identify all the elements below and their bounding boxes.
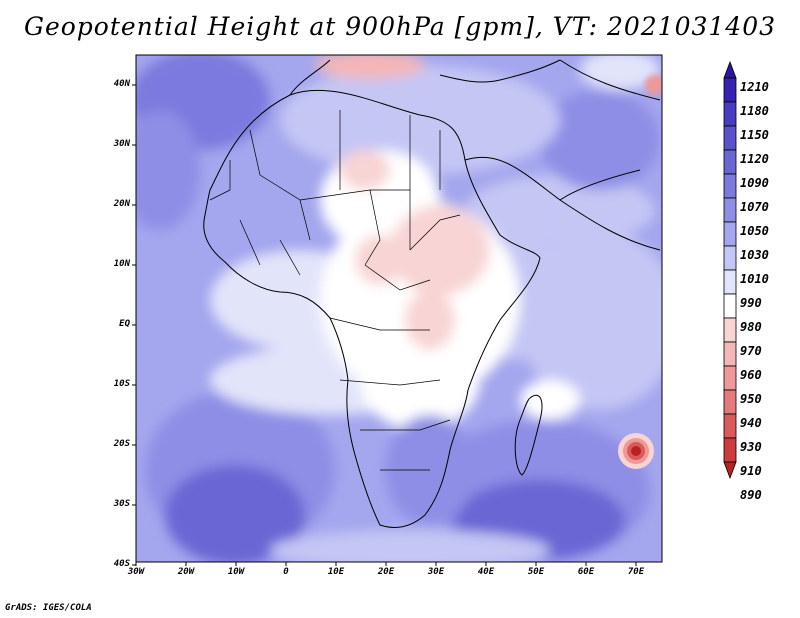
- colorbar-label: 960: [740, 368, 762, 382]
- colorbar-label: 1090: [740, 176, 769, 190]
- colorbar-label: 1050: [740, 224, 769, 238]
- colorbar-swatch: [723, 413, 737, 439]
- coastlines: [203, 59, 661, 528]
- lat-label: 40S: [113, 559, 130, 569]
- colorbar-label: 1210: [740, 80, 769, 94]
- colorbar-label: 1150: [740, 128, 769, 142]
- lon-label: 30W: [127, 567, 145, 577]
- colorbar-swatch: [723, 149, 737, 175]
- colorbar-label: 910: [740, 464, 762, 478]
- lat-label: 30N: [113, 139, 130, 149]
- credit-text: GrADS: IGES/COLA: [5, 603, 92, 613]
- lat-label: 40N: [113, 79, 130, 89]
- colorbar-swatch: [723, 245, 737, 271]
- colorbar-swatch: [723, 221, 737, 247]
- colorbar-swatch: [723, 173, 737, 199]
- colorbar-label: 1070: [740, 200, 769, 214]
- axis-ticks: [132, 84, 637, 566]
- colorbar-swatch: [723, 389, 737, 415]
- lon-label: 50E: [527, 567, 545, 577]
- colorbar-swatch: [723, 77, 737, 103]
- colorbar-swatch: [723, 293, 737, 319]
- lon-label: 40E: [477, 567, 495, 577]
- lon-label: 10E: [327, 567, 345, 577]
- chart-title: Geopotential Height at 900hPa [gpm], VT:…: [23, 12, 777, 41]
- colorbar-bottom-arrow: [723, 461, 737, 480]
- colorbar-label: 930: [740, 440, 762, 454]
- lat-label: 20N: [113, 199, 130, 209]
- geopotential-field: [136, 55, 662, 562]
- low-center: [618, 433, 654, 469]
- colorbar-swatch: [723, 125, 737, 151]
- colorbar-label: 970: [740, 344, 762, 358]
- lat-label: 30S: [113, 499, 130, 509]
- lon-label: 20E: [377, 567, 395, 577]
- lon-label: 70E: [627, 567, 645, 577]
- colorbar-label: 1180: [740, 104, 769, 118]
- lon-label: 10W: [227, 567, 245, 577]
- colorbar-swatch: [723, 101, 737, 127]
- borders: [209, 110, 461, 471]
- colorbar-label: 940: [740, 416, 762, 430]
- colorbar-swatch: [723, 365, 737, 391]
- lat-label: EQ: [119, 319, 130, 329]
- colorbar-swatch: [723, 341, 737, 367]
- colorbar: [723, 60, 737, 480]
- colorbar-swatch: [723, 197, 737, 223]
- lon-label: 60E: [577, 567, 595, 577]
- colorbar-swatch: [723, 317, 737, 343]
- colorbar-label: 1010: [740, 272, 769, 286]
- colorbar-top-arrow: [723, 60, 737, 79]
- lon-label: 20W: [177, 567, 195, 577]
- lat-label: 20S: [113, 439, 130, 449]
- lon-label: 30E: [427, 567, 445, 577]
- colorbar-swatch: [723, 437, 737, 463]
- colorbar-label: 980: [740, 320, 762, 334]
- lon-label: 0: [283, 567, 289, 577]
- colorbar-label: 1030: [740, 248, 769, 262]
- colorbar-swatch: [723, 269, 737, 295]
- map-frame: [135, 54, 663, 563]
- colorbar-label: 990: [740, 296, 762, 310]
- colorbar-label: 950: [740, 392, 762, 406]
- lat-label: 10N: [113, 259, 130, 269]
- colorbar-label: 1120: [740, 152, 769, 166]
- lat-label: 10S: [113, 379, 130, 389]
- colorbar-label: 890: [740, 488, 762, 502]
